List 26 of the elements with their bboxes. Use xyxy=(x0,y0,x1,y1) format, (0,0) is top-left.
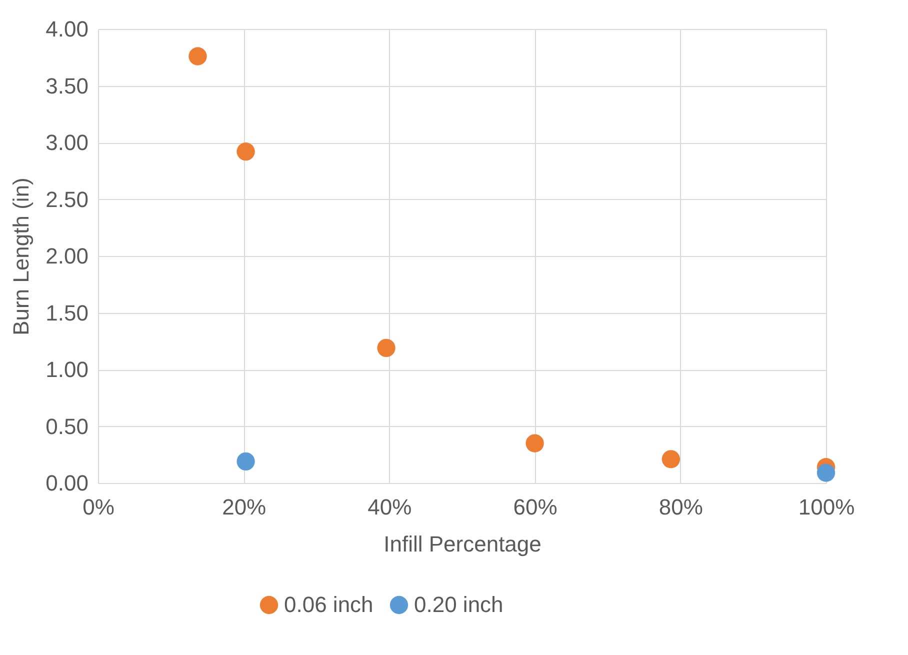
point xyxy=(188,47,207,66)
point xyxy=(662,450,680,468)
legend-label: 0.20 inch xyxy=(414,592,504,617)
y-tick-label: 1.50 xyxy=(46,300,88,326)
y-tick-label: 2.50 xyxy=(46,186,88,212)
x-tick-label: 60% xyxy=(513,494,558,520)
y-tick-label: 3.50 xyxy=(46,73,88,98)
x-tick-label: 20% xyxy=(222,494,266,520)
legend-label: 0.06 inch xyxy=(284,592,374,617)
point xyxy=(526,434,544,452)
y-tick-label: 4.00 xyxy=(46,16,88,42)
x-tick-label: 0% xyxy=(82,494,114,520)
point xyxy=(816,464,836,482)
y-tick-label: 2.00 xyxy=(46,244,88,268)
y-axis-title: Burn Length (in) xyxy=(8,178,34,336)
x-tick-label: 100% xyxy=(798,494,855,520)
y-tick-label: 0.00 xyxy=(46,470,88,496)
point xyxy=(377,338,396,357)
x-tick-label: 40% xyxy=(368,494,412,520)
y-tick-label: 3.00 xyxy=(46,130,88,155)
y-tick-label: 0.50 xyxy=(46,414,88,439)
x-axis-title: Infill Percentage xyxy=(384,532,542,556)
point xyxy=(236,452,255,470)
y-tick-label: 1.00 xyxy=(46,357,88,382)
x-tick-label: 80% xyxy=(658,494,703,520)
point xyxy=(236,142,255,161)
